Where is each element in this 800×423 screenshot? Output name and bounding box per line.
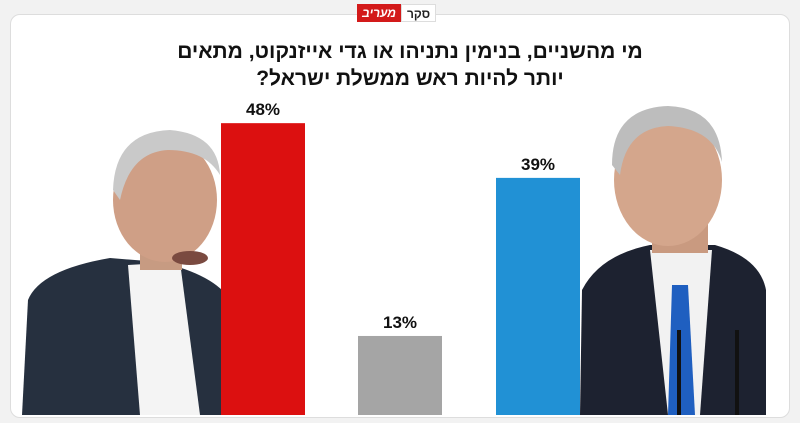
value-label: 48% [246,100,280,119]
bar [221,123,305,415]
value-label: 13% [383,313,417,332]
value-label: 39% [521,155,555,174]
bar [496,177,580,415]
badge: סקר מעריב [357,4,437,22]
badge-brand: מעריב [357,4,401,22]
chart-title: מי מהשניים, בנימין נתניהו או גדי אייזנקו… [177,40,643,90]
badge-label: סקר [401,4,437,22]
photo-left [22,130,230,415]
bar [358,335,442,415]
photo-right [580,106,766,415]
